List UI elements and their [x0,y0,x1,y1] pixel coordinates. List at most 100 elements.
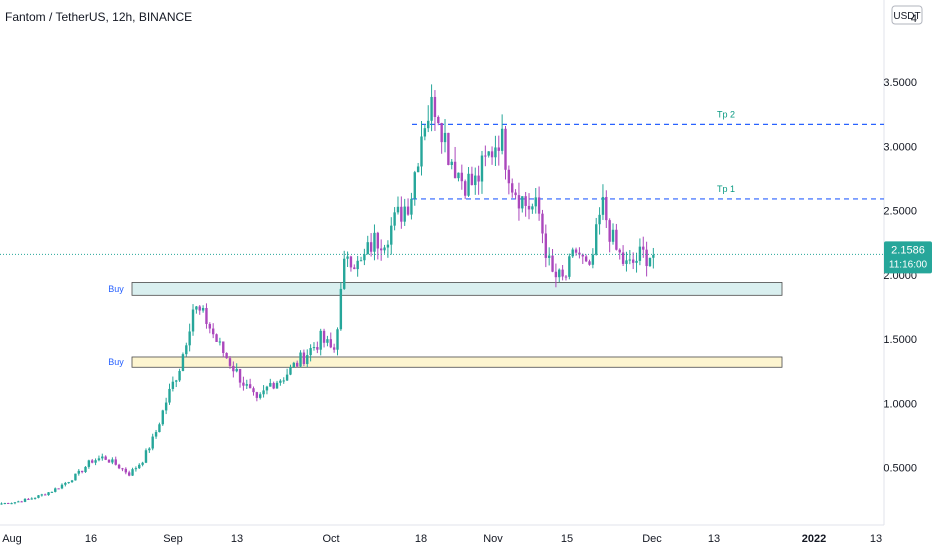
price-tick-label: 1.5000 [883,334,917,346]
candle-body [164,402,168,411]
time-tick-label: 13 [870,533,882,545]
candle-body [171,381,175,389]
candle-body [47,492,50,496]
candle-body [138,464,141,469]
candle-body [621,252,625,264]
candle-body [97,458,101,461]
candle-body [628,259,632,261]
candle-body [457,172,460,179]
candle-body [285,374,289,381]
buy-zones: Buy Buy [108,282,783,368]
candle-body [642,246,645,250]
time-axis[interactable]: Aug 16 Sep 13 Oct 18 Nov 15 Dec 13 2022 13 [2,533,882,545]
candle-body [94,460,97,463]
time-tick-label: 13 [231,533,243,545]
target-levels: Tp 2 Tp 1 [412,109,884,200]
candle-body [121,468,124,470]
candle-body [477,175,480,182]
candle-body [453,161,457,179]
candle-body [551,255,554,272]
candle-body [537,197,541,214]
buy-zone-box [131,356,783,368]
candle-body [319,330,322,350]
candle-body [574,249,578,253]
candle-body [618,249,621,253]
price-tick-label: 1.0000 [883,398,917,410]
candle-body [198,306,201,311]
candle-body [531,206,534,210]
candle-body [615,229,618,250]
candle-body [406,206,410,215]
candle-body [484,155,487,157]
candle-body [80,470,84,473]
candle-body [416,166,420,173]
candle-body [127,472,131,476]
price-tick-label: 3.0000 [883,141,917,153]
candle-body [595,224,598,255]
candle-body [215,334,218,342]
candle-body [534,197,537,207]
candle-body [181,354,185,371]
time-tick-label: Nov [483,533,503,545]
candle-body [299,352,302,367]
candle-body [259,394,262,398]
candle-body [151,436,154,449]
candle-body [225,352,228,359]
candle-body [289,367,292,375]
candle-body [581,254,584,257]
candle-body [558,269,561,278]
candle-body [410,198,413,215]
price-tick-label: 4 [911,13,917,25]
time-tick-label: 13 [708,533,720,545]
candle-body [386,244,390,248]
candle-body [134,468,138,470]
candle-body [178,370,181,381]
buy-zone-label: Buy [108,284,124,294]
candle-body [427,120,430,129]
candle-body [346,256,349,259]
candle-body [262,390,265,395]
candle-body [295,362,299,367]
candle-body [369,242,373,252]
time-tick-label: 2022 [802,533,826,545]
candle-body [232,365,235,372]
candle-body [443,132,447,143]
candle-body [379,248,383,251]
candle-body [84,466,87,473]
candle-body [306,355,309,365]
candle-body [195,306,198,310]
candle-body [50,491,54,493]
candle-body [544,233,548,258]
candle-body [70,480,74,483]
candle-body [309,348,312,356]
candle-body [514,192,517,196]
currency-button[interactable]: USDT [891,5,923,25]
candle-body [27,498,30,500]
candle-body [144,450,148,463]
candle-body [13,502,17,504]
candle-body [114,459,117,465]
candle-body [460,172,464,182]
candle-body [30,498,33,500]
candle-body [91,460,94,463]
candle-body [561,269,564,277]
candle-body [487,151,490,156]
candle-body [148,448,151,451]
candle-body [57,488,60,490]
candles [0,84,655,505]
candle-body [608,220,611,242]
candle-body [185,345,188,355]
current-price-badge: 2.1586 11:16:00 [884,241,932,274]
candle-body [400,206,403,222]
buy-zone-label: Buy [108,357,124,367]
candle-body [282,380,285,382]
candle-body [60,484,64,489]
candle-body [356,260,359,270]
candle-body [463,181,467,196]
candle-body [67,482,70,484]
candle-body [40,494,44,496]
candle-body [322,330,326,343]
candle-body [470,173,474,186]
candle-body [524,196,527,206]
